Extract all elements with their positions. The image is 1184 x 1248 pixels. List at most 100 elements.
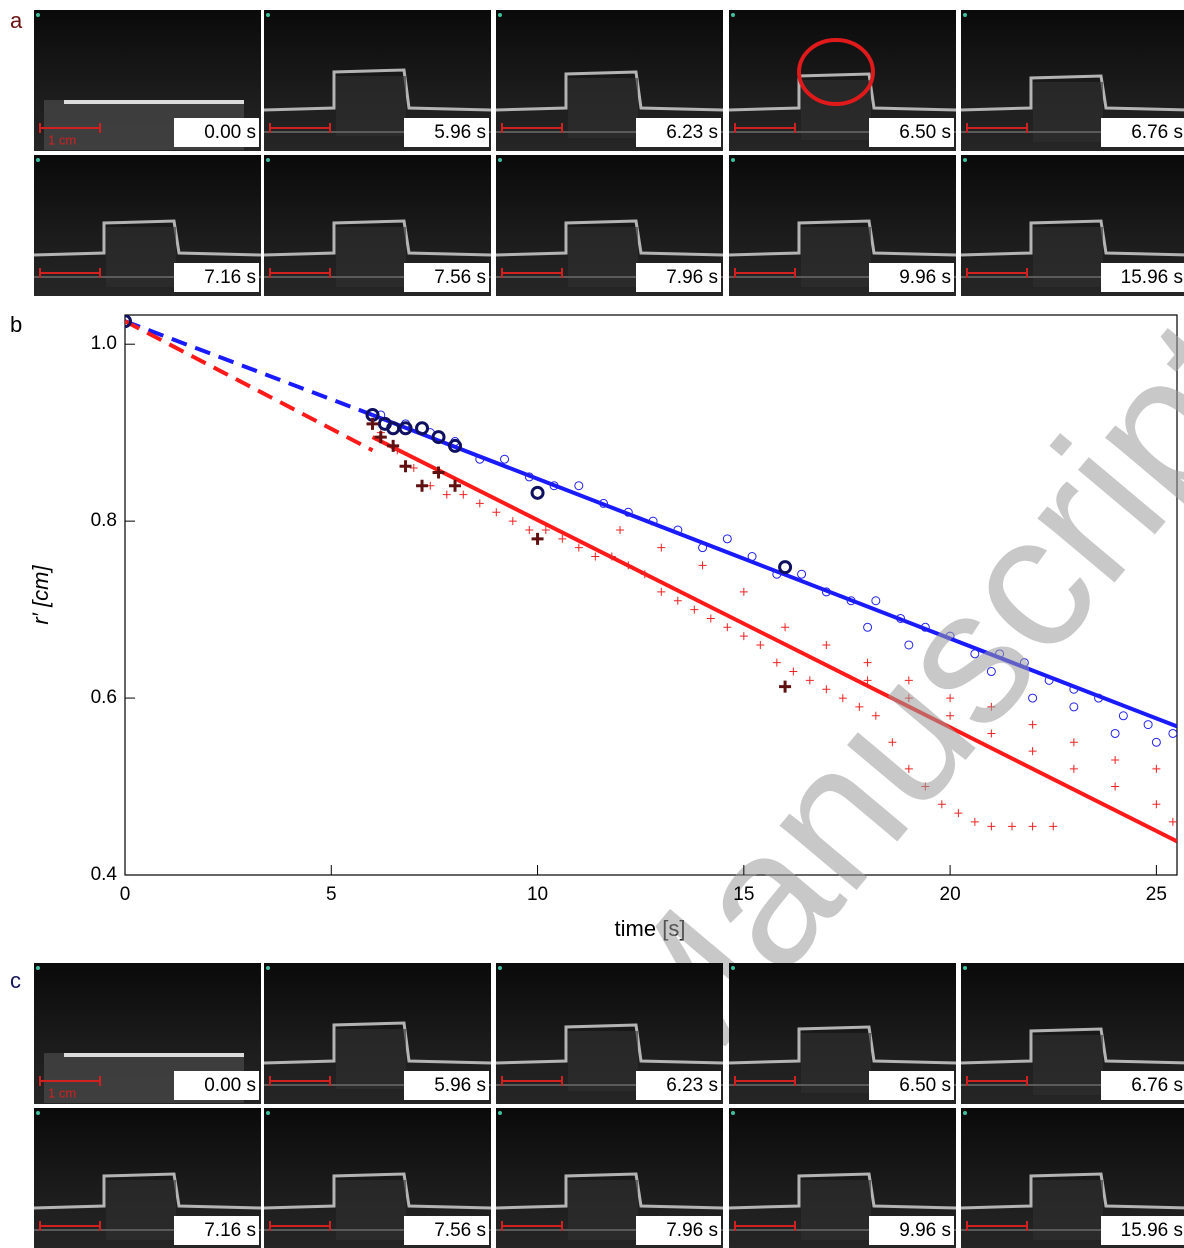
- data-point: [524, 472, 534, 482]
- panel-label: c: [10, 968, 21, 993]
- highlight-point: [530, 485, 545, 500]
- frame-dot: [36, 158, 40, 162]
- time-label: 7.96 s: [666, 1220, 718, 1241]
- data-point: [871, 711, 880, 720]
- time-label: 7.56 s: [434, 267, 486, 288]
- data-point: [1007, 822, 1016, 831]
- time-box: [174, 1071, 259, 1100]
- data-point: [549, 481, 559, 491]
- time-box: [636, 1216, 721, 1245]
- x-tick-label: 25: [1146, 884, 1167, 905]
- data-point: [1094, 693, 1104, 703]
- data-point: [945, 631, 955, 641]
- data-point: [797, 569, 807, 579]
- frame-dot: [963, 966, 967, 970]
- time-box: [636, 263, 721, 292]
- time-box: [174, 1216, 259, 1245]
- frame-dot: [36, 966, 40, 970]
- data-point: [558, 534, 567, 543]
- highlight-point: [531, 532, 544, 545]
- data-point: [500, 454, 510, 464]
- time-box: [1101, 1216, 1184, 1245]
- extrapolation-line: [125, 319, 374, 417]
- data-point: [838, 694, 847, 703]
- highlight-point: [778, 560, 793, 575]
- data-point: [772, 658, 781, 667]
- highlight-circle: [797, 38, 875, 106]
- data-point: [954, 809, 963, 818]
- data-point: [789, 667, 798, 676]
- time-label: 9.96 s: [899, 267, 951, 288]
- tissue-edge: [263, 219, 492, 257]
- ultrasound-frame: 7.56 s: [263, 155, 492, 296]
- time-box: [869, 1216, 954, 1245]
- ultrasound-frame: 5.96 s: [263, 10, 492, 151]
- data-point: [657, 543, 666, 552]
- data-point: [1069, 764, 1078, 773]
- ultrasound-frame: 5.96 s: [263, 963, 492, 1104]
- tissue-edge: [728, 1025, 957, 1065]
- panel-label: a: [10, 8, 23, 33]
- data-point: [822, 640, 831, 649]
- time-label: 0.00 s: [204, 1075, 256, 1096]
- y-tick-label: 1.0: [91, 333, 117, 354]
- ultrasound-frame: 1 cm 0.00 s: [34, 963, 261, 1104]
- data-point: [995, 649, 1005, 659]
- data-point: [1028, 720, 1037, 729]
- highlight-point: [416, 479, 429, 492]
- data-point: [987, 702, 996, 711]
- time-box: [869, 118, 954, 147]
- highlight-point: [449, 479, 462, 492]
- data-point: [723, 623, 732, 632]
- data-point: [739, 632, 748, 641]
- data-point: [739, 587, 748, 596]
- frame-dot: [498, 13, 502, 17]
- time-box: [404, 263, 489, 292]
- frame-dot: [266, 158, 270, 162]
- highlight-point: [448, 438, 463, 453]
- data-point: [846, 596, 856, 606]
- data-point: [690, 605, 699, 614]
- data-point: [409, 464, 418, 473]
- data-point: [904, 676, 913, 685]
- data-point: [442, 490, 451, 499]
- ultrasound-frame: 9.96 s: [728, 1108, 957, 1248]
- time-label: 7.56 s: [434, 1220, 486, 1241]
- highlight-point: [779, 680, 792, 693]
- data-point: [888, 738, 897, 747]
- tissue: [568, 78, 638, 138]
- x-tick-label: 5: [326, 884, 337, 905]
- data-point: [1118, 711, 1128, 721]
- data-point: [896, 613, 906, 623]
- data-point: [863, 676, 872, 685]
- frame-dot: [36, 1111, 40, 1115]
- data-point: [904, 764, 913, 773]
- tissue-edge: [495, 70, 724, 112]
- data-point: [492, 508, 501, 517]
- time-box: [636, 1071, 721, 1100]
- x-tick-label: 15: [733, 884, 754, 905]
- y-tick-label: 0.6: [91, 687, 117, 708]
- tissue-edge: [960, 74, 1184, 112]
- time-box: [1101, 118, 1184, 147]
- time-label: 9.96 s: [899, 1220, 951, 1241]
- data-point: [706, 614, 715, 623]
- data-point: [508, 517, 517, 526]
- tissue-edge: [960, 219, 1184, 257]
- ultrasound-frame: 6.50 s: [728, 963, 957, 1104]
- data-point: [698, 561, 707, 570]
- tissue: [568, 1031, 638, 1091]
- time-box: [404, 1071, 489, 1100]
- data-point: [1152, 764, 1161, 773]
- x-tick-label: 0: [120, 884, 131, 905]
- phantom-edge: [64, 1053, 244, 1057]
- x-tick-label: 10: [527, 884, 548, 905]
- fit-line: [371, 435, 1177, 844]
- ultrasound-frame: 6.50 s: [728, 10, 957, 151]
- tissue-edge: [263, 1172, 492, 1210]
- data-point: [871, 596, 881, 606]
- time-label: 6.50 s: [899, 122, 951, 143]
- data-point: [1111, 755, 1120, 764]
- time-label: 6.76 s: [1131, 1075, 1183, 1096]
